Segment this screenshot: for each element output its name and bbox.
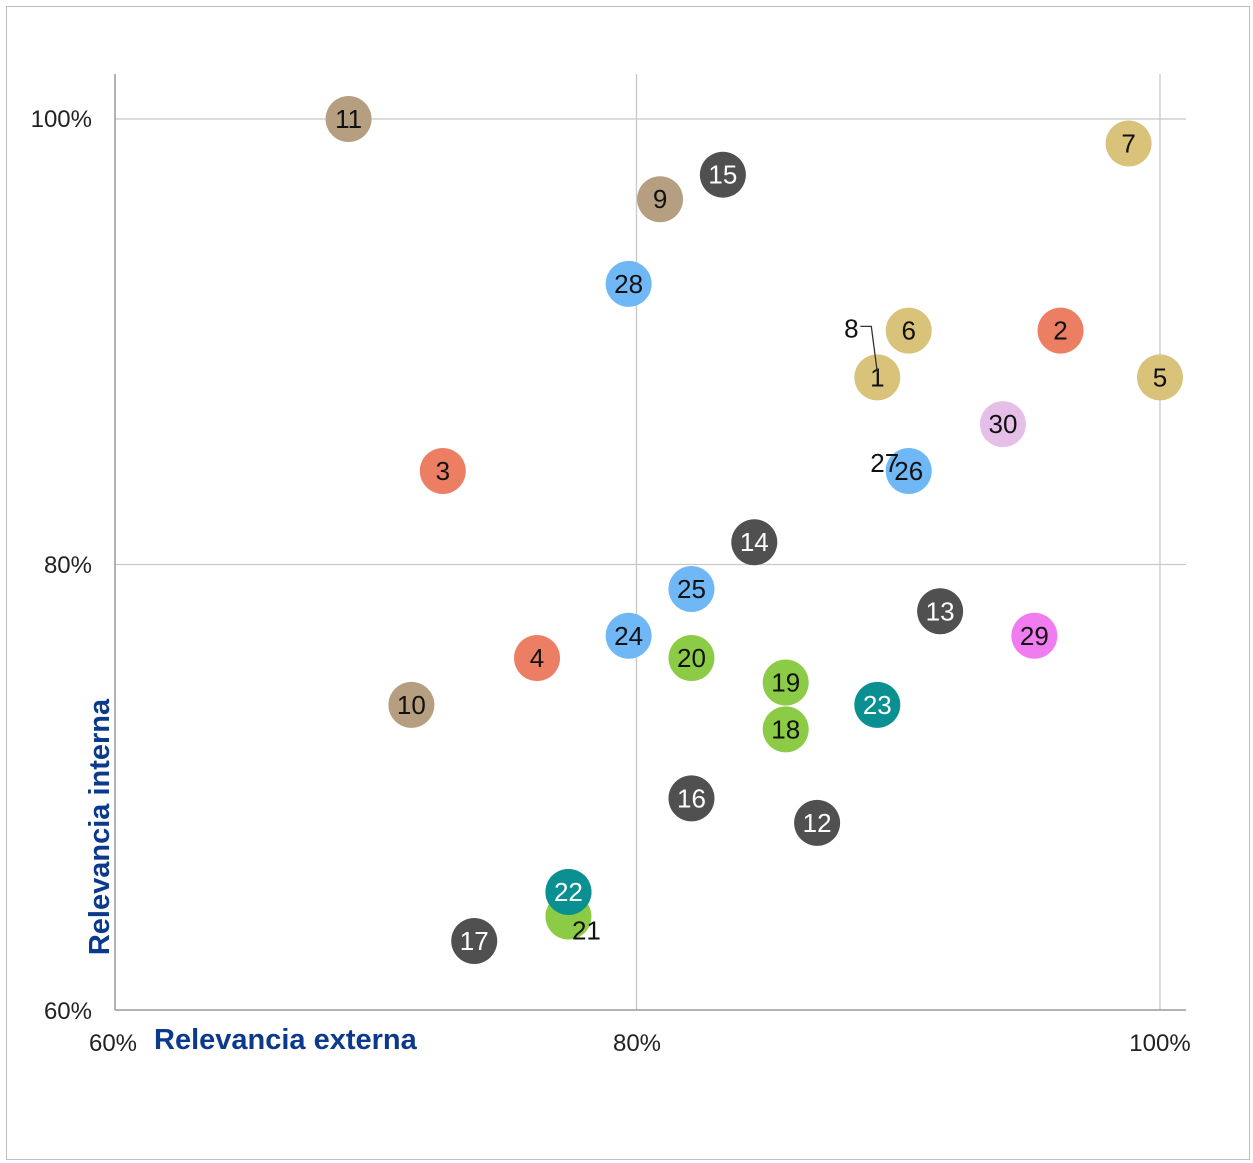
point-label: 20 xyxy=(677,643,706,673)
y-tick-label: 100% xyxy=(31,106,92,133)
point-bubble xyxy=(1011,612,1058,659)
point-label: 17 xyxy=(460,926,489,956)
point-label: 22 xyxy=(554,877,583,907)
tick-labels: 60% 80% 100% 60% 80% 100% xyxy=(31,106,1191,1057)
point-bubble xyxy=(794,799,841,846)
point-bubble xyxy=(325,96,372,142)
point-label: 27 xyxy=(870,448,899,478)
point-bubble xyxy=(514,635,561,682)
point-label: 10 xyxy=(397,690,426,720)
point-label: 30 xyxy=(988,409,1017,439)
point-bubble xyxy=(854,354,901,401)
point-label: 4 xyxy=(530,643,544,673)
point-label: 18 xyxy=(771,714,800,744)
point-bubble xyxy=(545,868,592,915)
point-label: 24 xyxy=(614,621,643,651)
x-tick-label: 100% xyxy=(1129,1030,1190,1057)
point-label: 7 xyxy=(1121,129,1135,159)
point-bubble xyxy=(885,307,932,354)
point-label: 19 xyxy=(771,668,800,698)
y-tick-label: 60% xyxy=(44,998,92,1025)
point-bubble xyxy=(637,176,684,223)
point-bubble xyxy=(605,260,652,307)
point-label: 16 xyxy=(677,783,706,813)
point-bubble xyxy=(854,681,901,728)
y-axis-title: Relevancia interna xyxy=(84,698,116,955)
point-bubble xyxy=(762,659,809,706)
point-label: 3 xyxy=(436,456,450,486)
point-label: 29 xyxy=(1020,621,1049,651)
point-label: 21 xyxy=(572,915,601,945)
point-label: 28 xyxy=(614,269,643,299)
point-label: 11 xyxy=(335,104,362,134)
point-bubble xyxy=(1137,354,1183,401)
point-bubble xyxy=(699,151,746,198)
point-label: 1 xyxy=(870,362,884,392)
chart-frame xyxy=(6,6,1250,1160)
point-bubble xyxy=(885,447,932,494)
point-label: 23 xyxy=(863,690,892,720)
point-bubble xyxy=(1037,307,1084,354)
point-label: 14 xyxy=(740,527,769,557)
point-bubble xyxy=(979,401,1026,448)
x-tick-label: 80% xyxy=(613,1030,661,1057)
point-label: 5 xyxy=(1153,362,1167,392)
x-axis-title: Relevancia externa xyxy=(154,1024,418,1056)
x-tick-label: 60% xyxy=(89,1030,137,1057)
point-label: 6 xyxy=(901,316,915,346)
point-label: 9 xyxy=(653,184,667,214)
point-bubble xyxy=(1105,120,1152,167)
point-label: 15 xyxy=(708,160,737,190)
leader-line xyxy=(860,325,878,373)
point-label: 26 xyxy=(894,456,923,486)
data-points: 1234567910111213141516171819202223242526… xyxy=(325,96,1183,964)
point-label: 8 xyxy=(844,313,858,343)
point-bubble xyxy=(668,775,715,822)
point-label: 12 xyxy=(803,808,832,838)
y-tick-label: 80% xyxy=(44,552,92,579)
gridlines xyxy=(115,74,1186,1010)
point-label: 25 xyxy=(677,574,706,604)
point-bubble xyxy=(388,681,435,728)
point-bubble xyxy=(917,588,964,635)
point-bubble xyxy=(605,612,652,659)
point-bubble xyxy=(731,519,778,566)
point-bubble xyxy=(762,706,809,753)
point-bubble xyxy=(668,635,715,682)
point-bubble xyxy=(451,917,498,964)
point-label: 2 xyxy=(1053,316,1067,346)
point-bubble xyxy=(668,566,715,613)
point-label: 13 xyxy=(926,596,955,626)
axes xyxy=(114,74,1186,1011)
point-bubble xyxy=(419,447,466,494)
